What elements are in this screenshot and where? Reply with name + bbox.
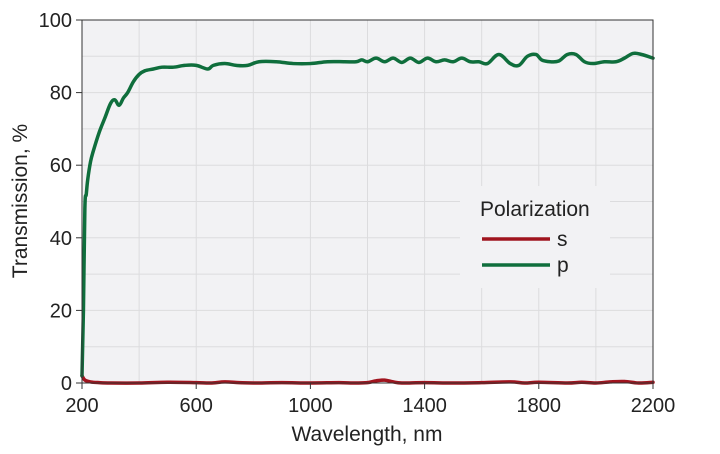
y-tick-label: 0 [61, 373, 72, 395]
y-tick-label: 100 [39, 10, 72, 32]
plot-frame [81, 19, 654, 384]
tick-labels: 200 600 1000 1400 1800 2200 0 20 40 60 80 100 [39, 10, 676, 417]
x-tick-label: 600 [180, 395, 213, 417]
x-tick-label: 2200 [631, 395, 676, 417]
legend: Polarization s p [460, 186, 610, 288]
axis-ticks [76, 19, 654, 389]
legend-label-p: p [557, 254, 569, 277]
y-tick-label: 40 [50, 228, 72, 250]
y-tick-label: 20 [50, 300, 72, 322]
series-line-p [80, 51, 655, 378]
legend-background [460, 186, 610, 288]
x-tick-label: 1800 [517, 395, 562, 417]
x-tick-label: 1000 [288, 395, 333, 417]
x-axis-title: Wavelength, nm [292, 423, 443, 446]
y-tick-label: 80 [50, 83, 72, 105]
y-tick-label: 60 [50, 155, 72, 177]
legend-label-s: s [557, 228, 568, 251]
x-tick-label: 200 [65, 395, 98, 417]
y-axis-title: Transmission, % [9, 124, 32, 278]
x-tick-label: 1400 [402, 395, 447, 417]
legend-title: Polarization [480, 198, 590, 221]
